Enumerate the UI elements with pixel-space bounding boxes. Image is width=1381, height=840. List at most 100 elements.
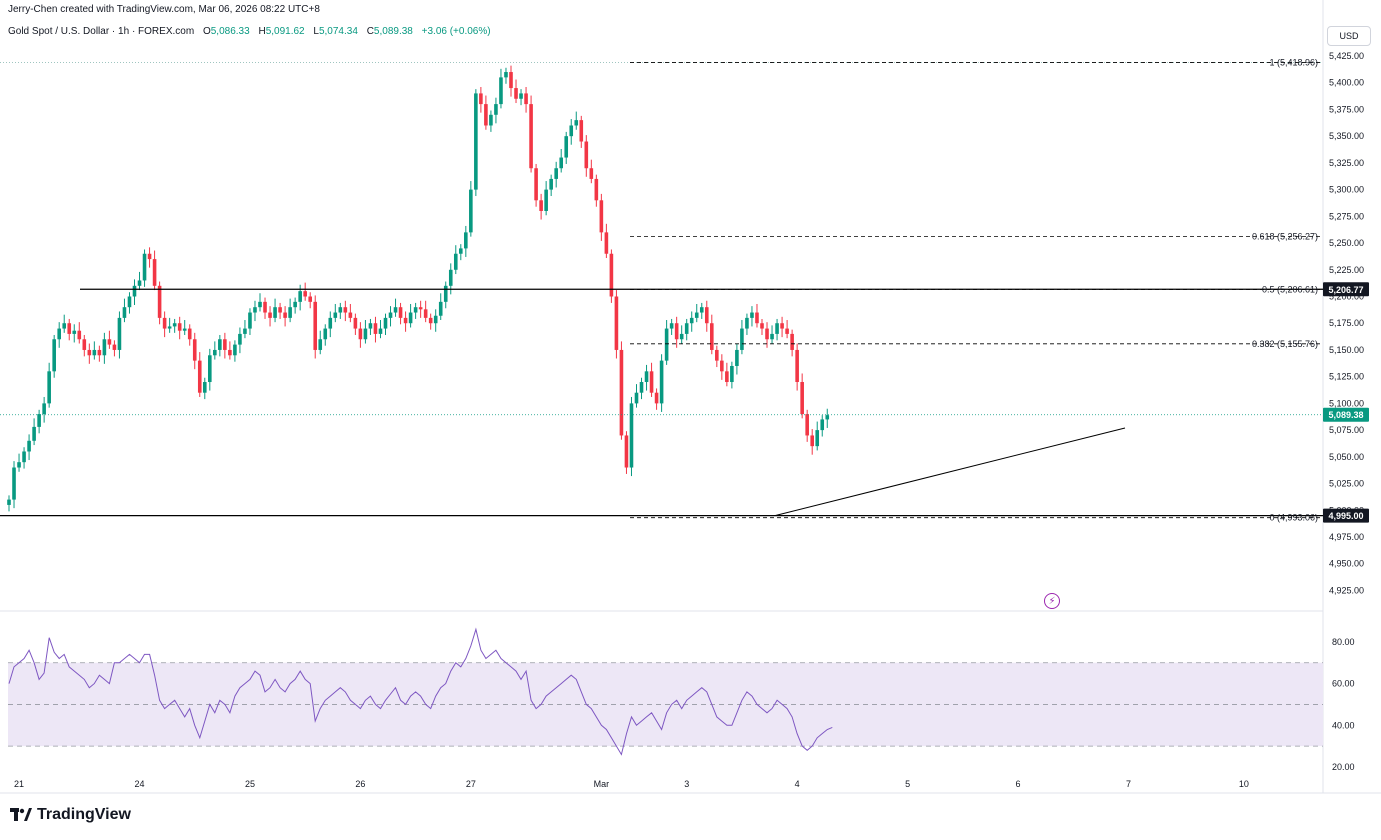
candle-body [37, 414, 41, 427]
candle-body [157, 285, 162, 318]
candle-body [353, 317, 358, 329]
candle-body [122, 307, 127, 318]
candle-body [52, 339, 56, 372]
candle-body [22, 451, 26, 463]
ascending-trendline [774, 427, 1126, 517]
time-tick-label: 7 [1126, 779, 1131, 789]
open-label: O [202, 26, 211, 37]
candle-body [107, 339, 112, 345]
candle-body [378, 328, 383, 334]
rsi-tick-label: 20.00 [1332, 762, 1355, 772]
candle-body [820, 419, 825, 431]
candle-body [423, 309, 428, 318]
candle-body [484, 104, 488, 126]
candle-body [569, 125, 574, 137]
candle-body [303, 291, 307, 297]
candle-body [197, 360, 202, 393]
lightning-icon[interactable]: ⚡ [1044, 593, 1060, 609]
drawings-group[interactable]: 1 (5,418.96) 0.618 (5,256.27) 0.5 (5,206.6… [0, 57, 1323, 523]
high-label: H [258, 26, 266, 37]
candle-body [469, 189, 473, 233]
candle-body [539, 200, 543, 211]
rsi-tick-label: 80.00 [1332, 637, 1355, 647]
price-tick-label: 5,225.00 [1329, 265, 1364, 275]
candle-body [258, 301, 262, 308]
candle-body [780, 323, 784, 329]
candle-body [664, 328, 669, 361]
candle-body [7, 499, 11, 505]
candle-body [223, 339, 227, 350]
price-tick-label: 5,100.00 [1329, 398, 1364, 408]
candle-body [308, 296, 312, 302]
price-tick-label: 5,350.00 [1329, 131, 1364, 141]
candle-body [509, 72, 513, 89]
candle-body [599, 200, 604, 233]
price-tick-label: 5,425.00 [1329, 51, 1364, 61]
tradingview-logo: TradingView [10, 806, 131, 824]
price-tick-label: 5,175.00 [1329, 318, 1364, 328]
symbol-name[interactable]: Gold Spot / U.S. Dollar · 1h · FOREX.com [8, 26, 195, 37]
candle-body [373, 323, 378, 334]
fib-level-1-label: 1 (5,418.96) [1269, 57, 1318, 67]
candle-body [644, 371, 649, 383]
candle-body [253, 307, 257, 313]
rsi-tick-label: 40.00 [1332, 720, 1355, 730]
candle-body [358, 328, 363, 340]
open-value: 5,086.33 [210, 26, 250, 37]
price-tick-label: 5,125.00 [1329, 372, 1364, 382]
candle-body [459, 248, 463, 254]
candle-body [699, 307, 704, 313]
candle-body [192, 339, 197, 361]
candle-body [790, 333, 794, 350]
price-tick-label: 4,975.00 [1329, 532, 1364, 542]
candle-body [800, 382, 804, 415]
candle-body [228, 349, 232, 356]
candles-group[interactable] [7, 65, 830, 512]
candle-body [529, 104, 533, 169]
candle-body [479, 93, 483, 105]
price-chart[interactable]: 1 (5,418.96) 0.618 (5,256.27) 0.5 (5,206.6… [0, 0, 1381, 800]
candle-body [102, 339, 107, 356]
currency-button[interactable]: USD [1327, 26, 1371, 46]
candle-body [77, 330, 82, 340]
time-tick-label: 26 [355, 779, 365, 789]
candle-body [609, 253, 614, 297]
price-tick-label: 5,375.00 [1329, 104, 1364, 114]
candle-body [42, 403, 46, 415]
current-price-tag-bg [1323, 407, 1369, 422]
candle-body [298, 291, 302, 302]
candle-body [433, 315, 438, 324]
candle-body [318, 339, 323, 350]
time-tick-label: 5 [905, 779, 910, 789]
candle-body [448, 269, 453, 286]
resistance-price-tag: 5,206.77 [1328, 285, 1363, 295]
time-axis[interactable]: 21 24 25 26 27 Mar 3 4 5 6 7 10 [14, 779, 1249, 789]
candle-body [428, 317, 433, 324]
candle-body [669, 323, 674, 329]
candle-body [725, 371, 729, 383]
candle-body [584, 141, 589, 169]
candle-body [624, 435, 629, 468]
close-label: C [366, 26, 374, 37]
candle-body [62, 323, 67, 329]
candle-body [720, 360, 724, 372]
tradingview-logo-icon [10, 808, 32, 821]
price-tick-label: 5,050.00 [1329, 452, 1364, 462]
candle-body [549, 178, 553, 190]
candle-body [87, 349, 92, 356]
candle-body [740, 328, 744, 350]
candle-body [27, 440, 31, 452]
candle-body [755, 312, 759, 324]
candle-body [92, 349, 97, 356]
low-label: L [313, 26, 319, 37]
price-axis[interactable]: 5,425.00 5,400.00 5,375.00 5,350.00 5,325.00… [1329, 51, 1364, 595]
candle-body [328, 317, 333, 329]
candle-body [785, 328, 789, 334]
candle-body [524, 93, 528, 105]
rsi-tick-label: 60.00 [1332, 679, 1355, 689]
symbol-legend[interactable]: Gold Spot / U.S. Dollar · 1h · FOREX.com… [8, 26, 491, 37]
price-tick-label: 4,925.00 [1329, 585, 1364, 595]
candle-body [363, 328, 368, 340]
candle-body [142, 253, 147, 281]
candle-body [745, 317, 749, 329]
